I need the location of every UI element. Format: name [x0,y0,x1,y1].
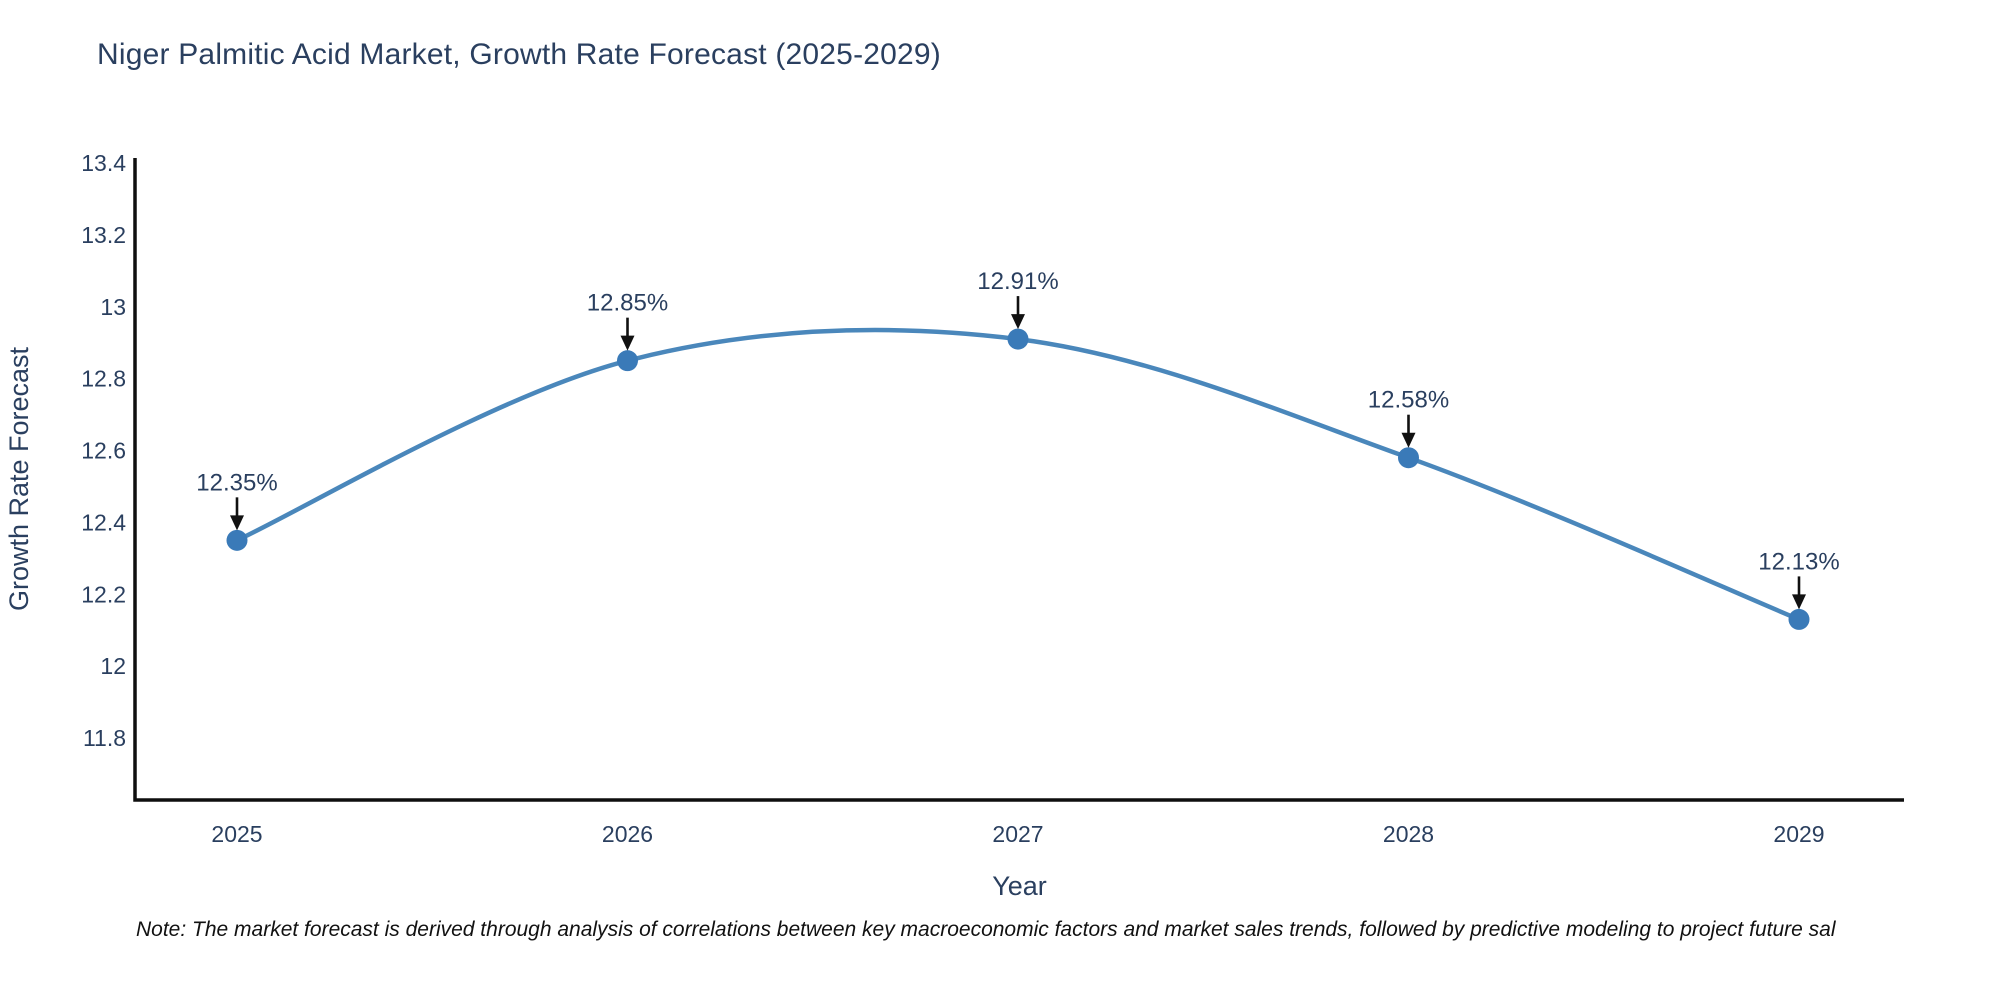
y-tick-label: 13.2 [81,222,126,248]
y-tick-label: 13 [100,294,126,320]
footnote: Note: The market forecast is derived thr… [136,918,1836,941]
data-point-marker[interactable] [1788,608,1810,630]
annotation-arrowhead [1011,314,1025,330]
axis-lines [133,158,1904,802]
data-point-marker[interactable] [617,350,638,372]
y-tick-label: 12 [100,653,126,679]
y-tick-label: 12.8 [81,366,126,392]
x-tick-label: 2028 [1383,821,1434,847]
x-tick-label: 2027 [992,821,1043,847]
point-annotation-label: 12.85% [587,290,668,317]
x-tick-label: 2026 [602,821,653,847]
annotation-arrowhead [620,335,635,351]
annotation-arrowhead [1792,594,1806,610]
point-annotation-label: 12.91% [977,268,1058,295]
chart-title: Niger Palmitic Acid Market, Growth Rate … [97,38,941,71]
point-annotation-label: 12.58% [1368,387,1449,414]
x-tick-label: 2025 [211,821,262,847]
data-point-marker[interactable] [226,529,248,551]
data-point-marker[interactable] [1398,447,1419,469]
y-tick-label: 13.4 [81,150,126,176]
series-line [234,327,1802,622]
x-axis-title: Year [992,871,1047,901]
annotation-arrowhead [230,515,244,531]
y-tick-label: 11.8 [83,725,126,751]
point-annotation-label: 12.13% [1758,548,1839,575]
y-tick-label: 12.4 [81,509,126,535]
point-annotation-label: 12.35% [196,469,277,496]
data-point-marker[interactable] [1007,328,1029,350]
y-tick-label: 12.2 [81,581,126,607]
x-tick-label: 2029 [1773,821,1824,847]
y-tick-label: 12.6 [81,438,126,464]
annotation-arrowhead [1401,432,1416,448]
y-axis-title: Growth Rate Forecast [4,346,34,611]
